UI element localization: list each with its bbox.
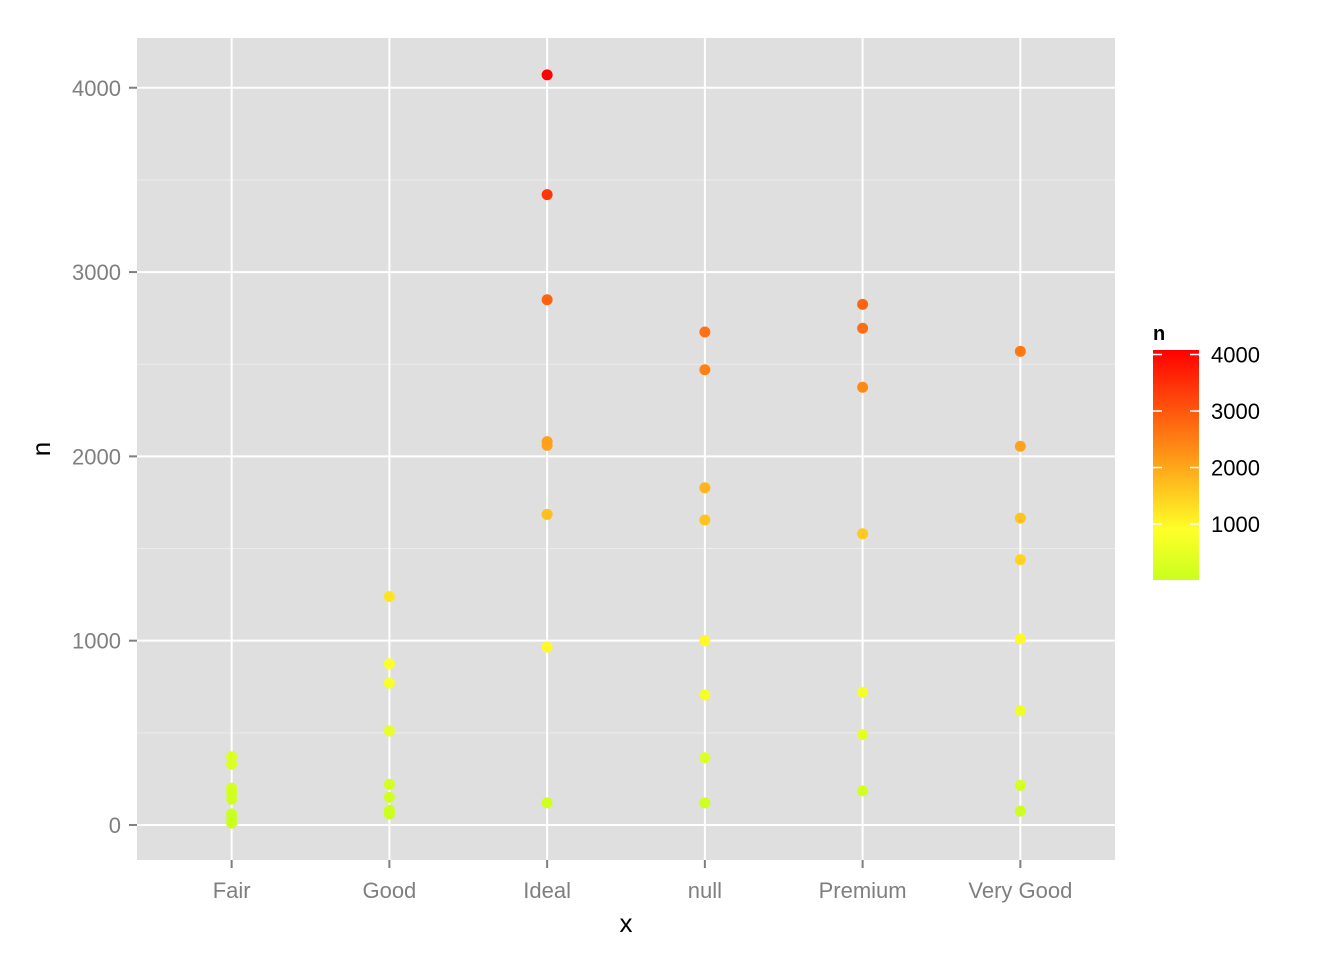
x-tick-label: Very Good (968, 878, 1072, 903)
data-point (699, 635, 711, 647)
data-point (1014, 705, 1026, 717)
data-point (541, 189, 553, 201)
data-point (383, 791, 395, 803)
data-point (857, 322, 869, 334)
data-point (1014, 779, 1026, 791)
data-point (857, 686, 869, 698)
data-point (699, 364, 711, 376)
data-point (857, 381, 869, 393)
y-tick-label: 1000 (72, 629, 121, 654)
data-point (857, 785, 869, 797)
data-point (383, 590, 395, 602)
data-point (699, 689, 711, 701)
x-tick-label: Good (362, 878, 416, 903)
legend-colorbar (1153, 350, 1199, 580)
data-point (383, 658, 395, 670)
y-tick-label: 3000 (72, 260, 121, 285)
data-point (541, 508, 553, 520)
y-tick-label: 4000 (72, 76, 121, 101)
data-point (383, 778, 395, 790)
data-point (1014, 512, 1026, 524)
data-point (541, 641, 553, 653)
data-point (226, 793, 238, 805)
color-legend: n 1000 2000 3000 4000 (1153, 323, 1260, 580)
data-point (541, 797, 553, 809)
data-point (541, 69, 553, 81)
legend-ticks: 1000 2000 3000 4000 (1153, 343, 1260, 537)
major-gridlines (137, 38, 1115, 860)
x-axis: Fair Good Ideal null Premium Very Good (213, 860, 1072, 903)
legend-tick-label: 1000 (1211, 512, 1260, 537)
minor-gridlines (137, 179, 1115, 734)
data-point (1014, 633, 1026, 645)
x-tick-label: null (688, 878, 722, 903)
data-point (1014, 554, 1026, 566)
data-point (857, 729, 869, 741)
data-point (1014, 345, 1026, 357)
data-point (699, 752, 711, 764)
legend-tick-label: 4000 (1211, 343, 1260, 368)
y-axis-title: n (26, 442, 56, 456)
data-point (226, 758, 238, 770)
data-point (383, 808, 395, 820)
legend-tick-label: 3000 (1211, 399, 1260, 424)
data-point (699, 482, 711, 494)
y-tick-label: 2000 (72, 444, 121, 469)
data-point (383, 725, 395, 737)
data-point (541, 439, 553, 451)
data-point (857, 298, 869, 310)
plot-panel (137, 38, 1115, 860)
data-point (541, 294, 553, 306)
data-point (383, 677, 395, 689)
legend-tick-label: 2000 (1211, 456, 1260, 481)
legend-title: n (1153, 323, 1165, 345)
x-tick-label: Ideal (523, 878, 571, 903)
data-points (226, 69, 1026, 829)
data-point (699, 514, 711, 526)
data-point (857, 528, 869, 540)
x-tick-label: Fair (213, 878, 251, 903)
x-tick-label: Premium (819, 878, 907, 903)
data-point (1014, 440, 1026, 452)
y-axis: 0 1000 2000 3000 4000 (72, 76, 137, 838)
x-axis-title: x (620, 908, 633, 938)
data-point (699, 797, 711, 809)
data-point (1014, 805, 1026, 817)
data-point (699, 326, 711, 338)
data-point (226, 817, 238, 829)
y-tick-label: 0 (109, 813, 121, 838)
